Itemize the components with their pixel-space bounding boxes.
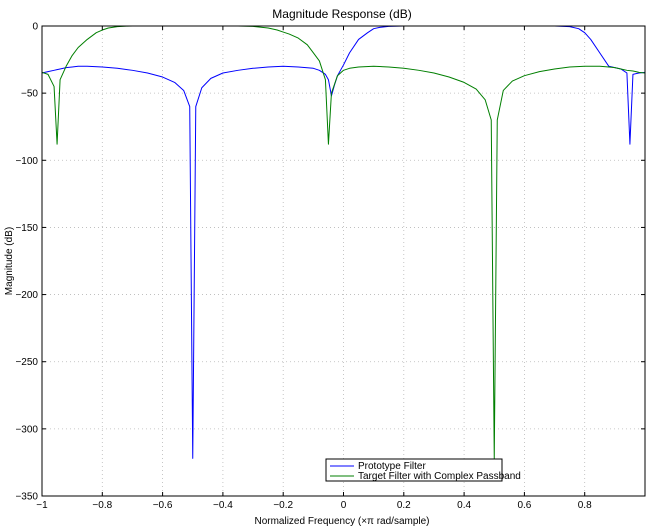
- series-line-prototype-filter: [41, 25, 646, 459]
- x-tick-label: −1: [36, 500, 48, 511]
- y-tick-label: −300: [15, 424, 38, 435]
- x-tick-label: 0.8: [578, 500, 592, 511]
- grid-layer: [42, 26, 645, 496]
- x-axis-label: Normalized Frequency (×π rad/sample): [254, 516, 429, 527]
- y-tick-label: −150: [15, 223, 38, 234]
- legend-label-prototype-filter: Prototype Filter: [358, 461, 426, 472]
- y-axis-label: Magnitude (dB): [4, 227, 15, 295]
- x-tick-label: 0.2: [397, 500, 411, 511]
- x-tick-label: 0.4: [457, 500, 471, 511]
- chart-title: Magnitude Response (dB): [272, 7, 411, 21]
- x-tick-label: −0.6: [153, 500, 173, 511]
- tick-layer: −1 −0.8 −0.6 −0.4 −0.2 0 0.2 0.4 0.6 0.8 0 −50 −100 −…: [15, 22, 645, 511]
- series-line-target-filter: [41, 25, 646, 459]
- series-layer: [41, 25, 646, 459]
- y-tick-label: −200: [15, 290, 38, 301]
- x-tick-label: −0.4: [213, 500, 233, 511]
- y-tick-label: −250: [15, 357, 38, 368]
- y-tick-label: 0: [32, 22, 38, 33]
- x-tick-label: −0.8: [92, 500, 112, 511]
- x-tick-label: 0: [341, 500, 347, 511]
- legend: Prototype Filter Target Filter with Comp…: [325, 458, 521, 482]
- legend-box: [325, 458, 503, 482]
- x-tick-label: −0.2: [273, 500, 293, 511]
- y-tick-label: −50: [21, 89, 38, 100]
- y-tick-label: −350: [15, 492, 38, 503]
- y-tick-label: −100: [15, 156, 38, 167]
- legend-label-target-filter: Target Filter with Complex Passband: [358, 471, 521, 482]
- x-tick-label: 0.6: [517, 500, 531, 511]
